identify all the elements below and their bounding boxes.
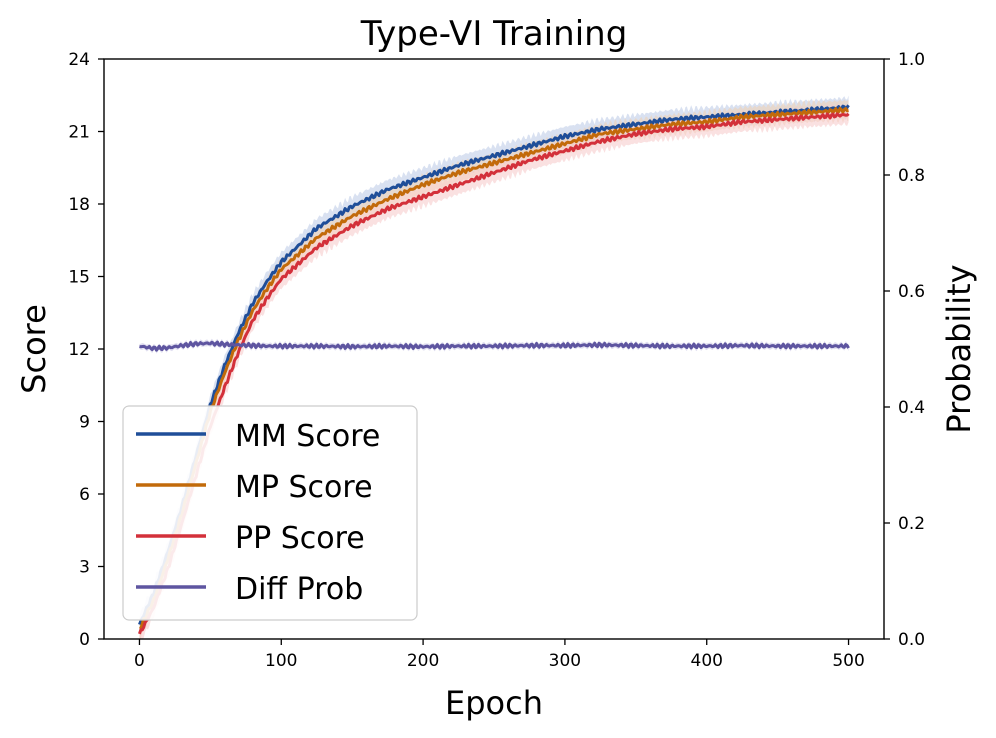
y2-tick-label: 0.8 xyxy=(898,166,925,186)
x-tick-label: 500 xyxy=(832,651,864,671)
series-line-pp-score xyxy=(138,112,850,635)
y2-tick-label: 0.2 xyxy=(898,514,925,534)
series-line-mm-score xyxy=(138,104,850,626)
legend-label-pp-score: PP Score xyxy=(235,521,365,556)
x-axis-label: Epoch xyxy=(445,684,543,722)
series-line-diff-prob xyxy=(139,340,850,352)
y-axis-label: Score xyxy=(15,304,53,394)
y-tick-label: 12 xyxy=(68,340,90,360)
y2-tick-label: 1.0 xyxy=(898,50,925,70)
y2-axis-ticks: 0.0 0.2 0.4 0.6 0.8 1.0 xyxy=(884,50,925,650)
y2-tick-label: 0.0 xyxy=(898,630,925,650)
legend-label-mp-score: MP Score xyxy=(235,470,373,505)
y2-tick-label: 0.6 xyxy=(898,282,925,302)
y-tick-label: 24 xyxy=(68,50,90,70)
legend: MM Score MP Score PP Score Diff Prob xyxy=(122,405,418,621)
band-mp-score xyxy=(139,99,849,639)
y2-tick-label: 0.4 xyxy=(898,398,925,418)
chart-title: Type-VI Training xyxy=(360,14,628,54)
y2-axis-label: Probability xyxy=(940,264,978,433)
legend-label-mm-score: MM Score xyxy=(235,419,380,454)
series-line-mp-score xyxy=(139,106,849,630)
x-tick-label: 0 xyxy=(134,651,145,671)
y-tick-label: 6 xyxy=(79,485,90,505)
y-tick-label: 21 xyxy=(68,123,90,143)
x-tick-label: 100 xyxy=(265,651,297,671)
legend-box xyxy=(122,405,418,621)
y-tick-label: 3 xyxy=(79,558,90,578)
x-axis-ticks: 0 100 200 300 400 500 xyxy=(134,639,865,671)
series-lines xyxy=(138,104,850,635)
x-tick-label: 400 xyxy=(691,651,723,671)
y-tick-label: 0 xyxy=(79,630,90,650)
y-tick-label: 18 xyxy=(68,195,90,215)
x-tick-label: 300 xyxy=(549,651,581,671)
x-tick-label: 200 xyxy=(407,651,439,671)
legend-label-diff-prob: Diff Prob xyxy=(235,572,363,607)
y-axis-ticks: 0 3 6 9 12 15 18 21 24 xyxy=(68,50,104,650)
y-tick-label: 9 xyxy=(79,413,90,433)
y-tick-label: 15 xyxy=(68,268,90,288)
